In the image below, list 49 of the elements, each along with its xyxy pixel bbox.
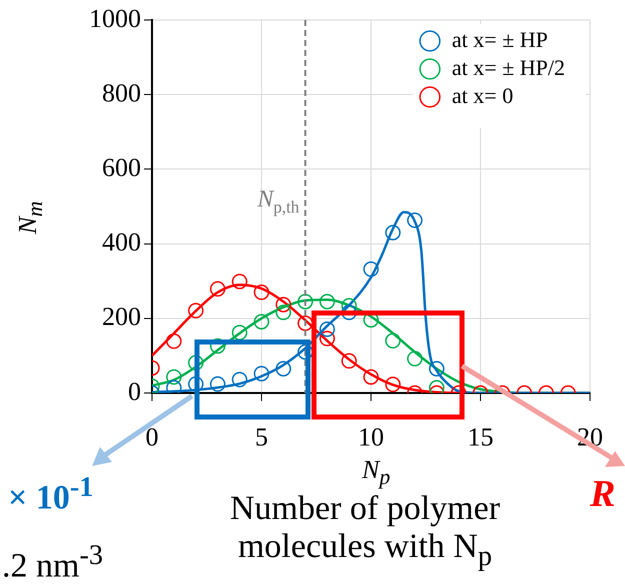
point (363, 261, 379, 277)
y-tick-label: 0 (128, 376, 141, 406)
point (188, 302, 204, 318)
text: R (590, 472, 616, 516)
text: × 10$^{-1}$ (8, 472, 94, 518)
point (188, 376, 204, 392)
point (319, 294, 335, 310)
point (210, 281, 226, 297)
point (319, 321, 335, 337)
y-tick-label: 800 (102, 78, 141, 108)
text: Number of polymer molecules with N$_{p}$ (228, 490, 502, 574)
point (298, 294, 314, 310)
point (385, 224, 401, 240)
point (276, 296, 292, 312)
point (428, 361, 444, 377)
point (166, 380, 182, 393)
point (276, 361, 292, 377)
point (254, 284, 270, 300)
y-tick-label: 400 (102, 228, 141, 257)
point (166, 333, 182, 349)
y-tick-label: 200 (102, 302, 141, 332)
point (341, 353, 357, 369)
point (232, 372, 248, 388)
point (210, 376, 226, 392)
x-tick-label: 15 (468, 422, 494, 452)
point (254, 366, 270, 382)
point (298, 344, 314, 360)
point (276, 304, 292, 320)
point (407, 350, 423, 366)
point (363, 369, 379, 385)
point (166, 369, 182, 385)
x-tick-label: 10 (358, 422, 384, 452)
point (319, 330, 335, 346)
x-tick-label: 5 (255, 422, 268, 452)
point (385, 333, 401, 349)
y-tick-label: 600 (102, 153, 141, 182)
x-axis-title: N$_{p}$ (362, 455, 390, 490)
text: .2 nm$^{-3}$ (2, 540, 104, 586)
legend-label: at x= ± HP (452, 26, 548, 52)
y-tick-label: 1000 (89, 4, 141, 33)
point (298, 316, 314, 331)
legend-label: at x= ± HP/2 (452, 54, 565, 80)
point (232, 274, 248, 290)
point (407, 212, 423, 228)
point (232, 324, 248, 340)
point (254, 314, 270, 330)
point (385, 376, 401, 392)
legend-label: at x= 0 (452, 82, 514, 108)
point (428, 380, 444, 393)
